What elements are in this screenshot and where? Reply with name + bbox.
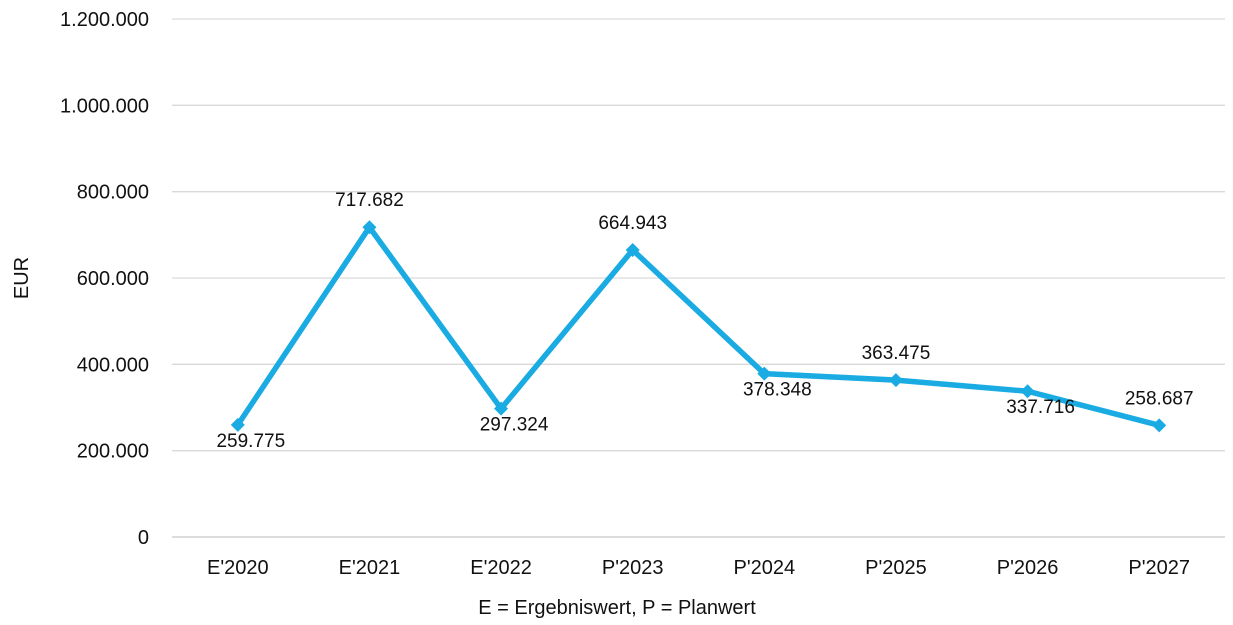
x-tick-label: P'2024 bbox=[733, 557, 795, 579]
data-point-marker bbox=[362, 220, 377, 235]
data-point-marker bbox=[1020, 384, 1035, 399]
data-label: 363.475 bbox=[862, 343, 931, 364]
data-label: 297.324 bbox=[480, 415, 549, 436]
y-tick-label: 800.000 bbox=[77, 182, 149, 204]
data-label: 717.682 bbox=[335, 190, 404, 211]
y-axis-tick-labels: 0 200.000 400.000 600.000 800.000 1.000.000 1.… bbox=[60, 9, 149, 549]
x-tick-label: P'2025 bbox=[865, 557, 927, 579]
x-tick-label: E'2022 bbox=[470, 557, 532, 579]
data-label: 337.716 bbox=[1006, 397, 1075, 418]
data-point-marker bbox=[1152, 418, 1167, 433]
x-tick-label: P'2023 bbox=[602, 557, 664, 579]
x-tick-label: E'2020 bbox=[207, 557, 269, 579]
data-point-marker bbox=[888, 373, 903, 388]
data-labels: 259.775 717.682 297.324 664.943 378.348 363.4… bbox=[216, 190, 1193, 452]
data-point-marker bbox=[757, 366, 772, 381]
data-point-marker bbox=[494, 401, 509, 416]
series-line-layer bbox=[230, 220, 1167, 433]
data-point-marker bbox=[230, 417, 245, 432]
data-label: 664.943 bbox=[598, 213, 667, 234]
y-tick-label: 200.000 bbox=[77, 441, 149, 463]
x-axis-title: E = Ergebniswert, P = Planwert bbox=[478, 597, 756, 619]
x-tick-label: E'2021 bbox=[339, 557, 401, 579]
gridlines bbox=[172, 18, 1225, 538]
y-tick-label: 1.200.000 bbox=[60, 9, 149, 31]
y-axis-title: EUR bbox=[11, 257, 33, 299]
x-tick-label: P'2026 bbox=[997, 557, 1059, 579]
y-tick-label: 0 bbox=[138, 527, 149, 549]
x-axis-tick-labels: E'2020 E'2021 E'2022 P'2023 P'2024 P'2025 P'20… bbox=[207, 557, 1190, 579]
y-tick-label: 400.000 bbox=[77, 354, 149, 376]
x-tick-label: P'2027 bbox=[1128, 557, 1190, 579]
data-label: 258.687 bbox=[1125, 388, 1194, 409]
data-label: 259.775 bbox=[216, 431, 285, 452]
y-tick-label: 600.000 bbox=[77, 268, 149, 290]
data-label: 378.348 bbox=[743, 380, 812, 401]
data-point-marker bbox=[625, 242, 640, 257]
series-line bbox=[235, 222, 1162, 429]
y-tick-label: 1.000.000 bbox=[60, 95, 149, 117]
